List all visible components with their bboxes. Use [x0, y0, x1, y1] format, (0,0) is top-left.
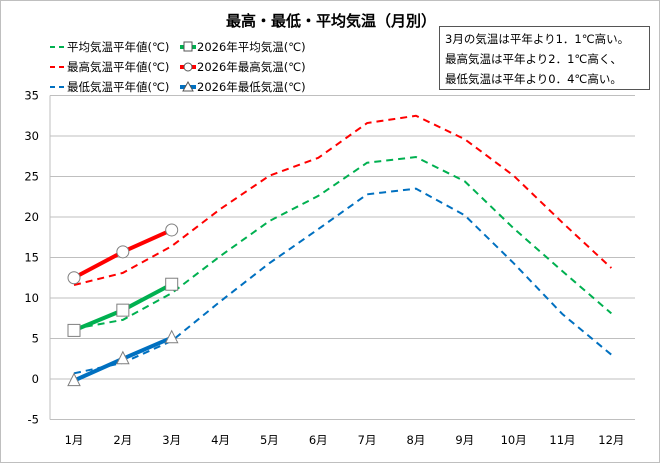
legend-label: 2026年平均気温(℃) — [197, 40, 306, 54]
legend-swatch — [50, 86, 66, 88]
data-point-square — [116, 303, 130, 317]
x-tick-label: 1月 — [65, 433, 84, 447]
x-tick-label: 8月 — [407, 433, 426, 447]
x-tick-label: 4月 — [211, 433, 230, 447]
legend-label: 2026年最低気温(℃) — [197, 80, 306, 94]
data-point-triangle — [116, 350, 130, 365]
y-tick-label: 25 — [24, 170, 39, 184]
x-tick-label: 5月 — [260, 433, 279, 447]
x-tick-label: 12月 — [598, 433, 624, 447]
x-tick-label: 7月 — [358, 433, 377, 447]
legend-label: 2026年最高気温(℃) — [197, 60, 306, 74]
y-tick-label: 15 — [24, 251, 39, 265]
data-point-triangle — [164, 329, 179, 344]
legend-swatch — [50, 46, 66, 48]
x-tick-label: 10月 — [501, 433, 527, 447]
data-point-square — [165, 277, 179, 291]
data-point-circle — [165, 223, 179, 237]
legend-item: 2026年最高気温(℃) — [179, 59, 306, 75]
series-line — [73, 114, 613, 287]
x-tick-label: 11月 — [549, 433, 575, 447]
legend-item: 最高気温平年値(℃) — [49, 59, 169, 75]
x-tick-label: 2月 — [113, 433, 132, 447]
legend-item: 2026年平均気温(℃) — [179, 39, 306, 55]
legend-label: 平均気温平年値(℃) — [67, 40, 170, 54]
note-line: 3月の気温は平年より1．1℃高い。 — [445, 32, 630, 46]
data-point-circle — [116, 245, 130, 259]
y-tick-label: 35 — [24, 89, 39, 103]
chart-title: 最高・最低・平均気温（月別） — [225, 12, 436, 30]
y-tick-label: 5 — [32, 332, 39, 346]
note-line: 最低気温は平年より0．4℃高い。 — [445, 72, 622, 86]
x-tick-label: 3月 — [162, 433, 181, 447]
legend-swatch — [180, 81, 196, 92]
y-tick-label: 20 — [24, 210, 39, 224]
legend-label: 最低気温平年値(℃) — [67, 80, 170, 94]
legend-item: 2026年最低気温(℃) — [179, 79, 306, 95]
y-tick-label: 0 — [32, 372, 39, 386]
y-tick-label: -5 — [28, 413, 39, 427]
x-tick-label: 6月 — [309, 433, 328, 447]
note-line: 最高気温は平年より2．1℃高く、 — [445, 52, 622, 66]
legend-swatch — [50, 66, 66, 68]
legend-item: 最低気温平年値(℃) — [49, 79, 169, 95]
legend-item: 平均気温平年値(℃) — [49, 39, 169, 55]
data-point-circle — [67, 271, 81, 285]
x-tick-label: 9月 — [455, 433, 474, 447]
series-line — [73, 187, 612, 375]
note-box: 3月の気温は平年より1．1℃高い。 最高気温は平年より2．1℃高く、 最低気温は… — [439, 26, 650, 90]
data-point-triangle — [67, 372, 81, 387]
legend-swatch — [180, 41, 196, 52]
data-point-square — [67, 323, 81, 337]
y-tick-label: 30 — [24, 129, 39, 143]
series-line — [73, 156, 613, 330]
y-tick-label: 10 — [24, 291, 39, 305]
legend-label: 最高気温平年値(℃) — [67, 60, 170, 74]
legend-swatch — [180, 62, 196, 72]
